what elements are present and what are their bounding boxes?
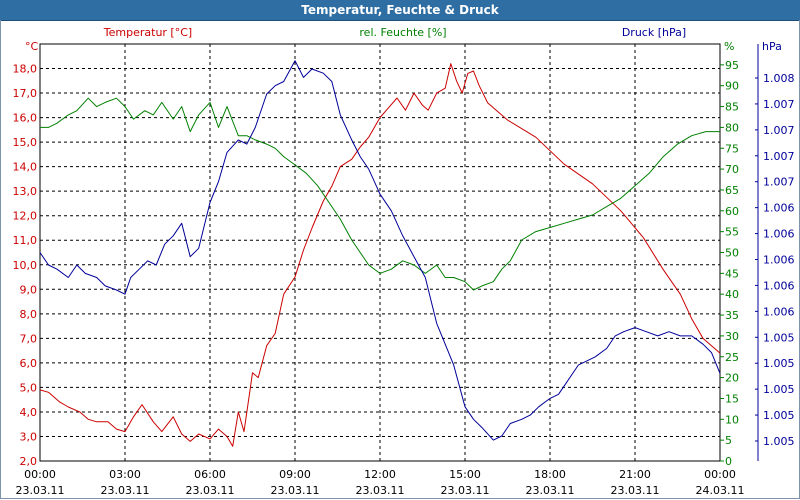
pressure-axis-label: Druck [hPa] xyxy=(622,26,686,39)
temperature-tick-label: 3,0 xyxy=(20,430,38,443)
temperature-tick-label: 4,0 xyxy=(20,406,38,419)
x-tick-time: 03:00 xyxy=(109,468,141,481)
x-tick-date: 23.03.11 xyxy=(611,484,660,497)
temperature-tick-label: 8,0 xyxy=(20,308,38,321)
humidity-tick-label: 70 xyxy=(725,163,739,176)
temperature-series-line xyxy=(39,63,721,447)
humidity-tick-label: 45 xyxy=(725,267,739,280)
temperature-tick-label: 7,0 xyxy=(20,332,38,345)
humidity-tick-label: 15 xyxy=(725,392,739,405)
temperature-tick-label: 15,0 xyxy=(13,136,38,149)
pressure-tick-label: 1.008 xyxy=(763,72,795,85)
x-tick-time: 15:00 xyxy=(449,468,481,481)
pressure-unit: hPa xyxy=(762,40,782,53)
temperature-tick-label: 17,0 xyxy=(13,87,38,100)
humidity-tick-label: 20 xyxy=(725,372,739,385)
axis-layer: 00:00 23.03.11 03:00 23.03.11 06:00 23.03.11 0… xyxy=(13,44,795,497)
x-tick-date: 23.03.11 xyxy=(16,484,65,497)
humidity-tick-label: 40 xyxy=(725,288,739,301)
humidity-tick-label: 95 xyxy=(725,59,739,72)
temperature-tick-label: 6,0 xyxy=(20,357,38,370)
x-tick-time: 12:00 xyxy=(364,468,396,481)
x-tick-date: 23.03.11 xyxy=(186,484,235,497)
temperature-tick-label: 10,0 xyxy=(13,259,38,272)
pressure-tick-label: 1.007 xyxy=(763,124,795,137)
humidity-axis-label: rel. Feuchte [%] xyxy=(359,26,446,39)
pressure-tick-label: 1.005 xyxy=(763,331,795,344)
temperature-tick-label: 16,0 xyxy=(13,112,38,125)
pressure-tick-label: 1.006 xyxy=(763,254,795,267)
humidity-unit: % xyxy=(724,40,734,53)
temperature-tick-label: 5,0 xyxy=(20,381,38,394)
temperature-tick-label: 9,0 xyxy=(20,283,38,296)
pressure-tick-label: 1.006 xyxy=(763,305,795,318)
pressure-tick-label: 1.007 xyxy=(763,176,795,189)
pressure-tick-label: 1.007 xyxy=(763,98,795,111)
x-tick-date: 24.03.11 xyxy=(696,484,745,497)
x-tick-time: 18:00 xyxy=(534,468,566,481)
pressure-tick-label: 1.006 xyxy=(763,202,795,215)
pressure-tick-label: 1.005 xyxy=(763,435,795,448)
pressure-tick-label: 1.005 xyxy=(763,409,795,422)
temperature-unit: °C xyxy=(25,40,39,53)
x-tick-time: 21:00 xyxy=(619,468,651,481)
temperature-tick-label: 18,0 xyxy=(13,63,38,76)
humidity-tick-label: 65 xyxy=(725,184,739,197)
humidity-tick-label: 25 xyxy=(725,351,739,364)
x-tick-time: 06:00 xyxy=(194,468,226,481)
pressure-series-line xyxy=(39,60,721,441)
humidity-tick-label: 75 xyxy=(725,142,739,155)
temperature-tick-label: 2,0 xyxy=(20,455,38,468)
window-titlebar: Temperatur, Feuchte & Druck xyxy=(0,0,800,21)
x-tick-date: 23.03.11 xyxy=(356,484,405,497)
humidity-tick-label: 50 xyxy=(725,247,739,260)
humidity-tick-label: 30 xyxy=(725,330,739,343)
pressure-tick-label: 1.005 xyxy=(763,383,795,396)
humidity-tick-label: 5 xyxy=(725,434,732,447)
humidity-tick-label: 35 xyxy=(725,309,739,322)
temperature-axis-label: Temperatur [°C] xyxy=(103,26,192,39)
humidity-tick-label: 55 xyxy=(725,226,739,239)
x-tick-date: 23.03.11 xyxy=(441,484,490,497)
humidity-tick-label: 10 xyxy=(725,413,739,426)
x-tick-date: 23.03.11 xyxy=(101,484,150,497)
temperature-tick-label: 13,0 xyxy=(13,185,38,198)
x-tick-time: 09:00 xyxy=(279,468,311,481)
grid-layer xyxy=(40,44,720,461)
pressure-tick-label: 1.006 xyxy=(763,228,795,241)
temperature-tick-label: 11,0 xyxy=(13,234,38,247)
humidity-tick-label: 90 xyxy=(725,80,739,93)
temperature-tick-label: 14,0 xyxy=(13,161,38,174)
temperature-tick-label: 12,0 xyxy=(13,210,38,223)
pressure-tick-label: 1.006 xyxy=(763,279,795,292)
humidity-tick-label: 85 xyxy=(725,101,739,114)
humidity-series-line xyxy=(40,97,720,291)
humidity-tick-label: 60 xyxy=(725,205,739,218)
x-tick-time: 00:00 xyxy=(704,468,736,481)
x-tick-date: 23.03.11 xyxy=(271,484,320,497)
x-tick-date: 23.03.11 xyxy=(526,484,575,497)
x-tick-time: 00:00 xyxy=(24,468,56,481)
humidity-tick-label: 80 xyxy=(725,121,739,134)
pressure-tick-label: 1.007 xyxy=(763,150,795,163)
humidity-tick-label: 0 xyxy=(725,455,732,468)
window-title: Temperatur, Feuchte & Druck xyxy=(301,3,499,17)
series-layer xyxy=(39,60,721,447)
pressure-tick-label: 1.005 xyxy=(763,357,795,370)
